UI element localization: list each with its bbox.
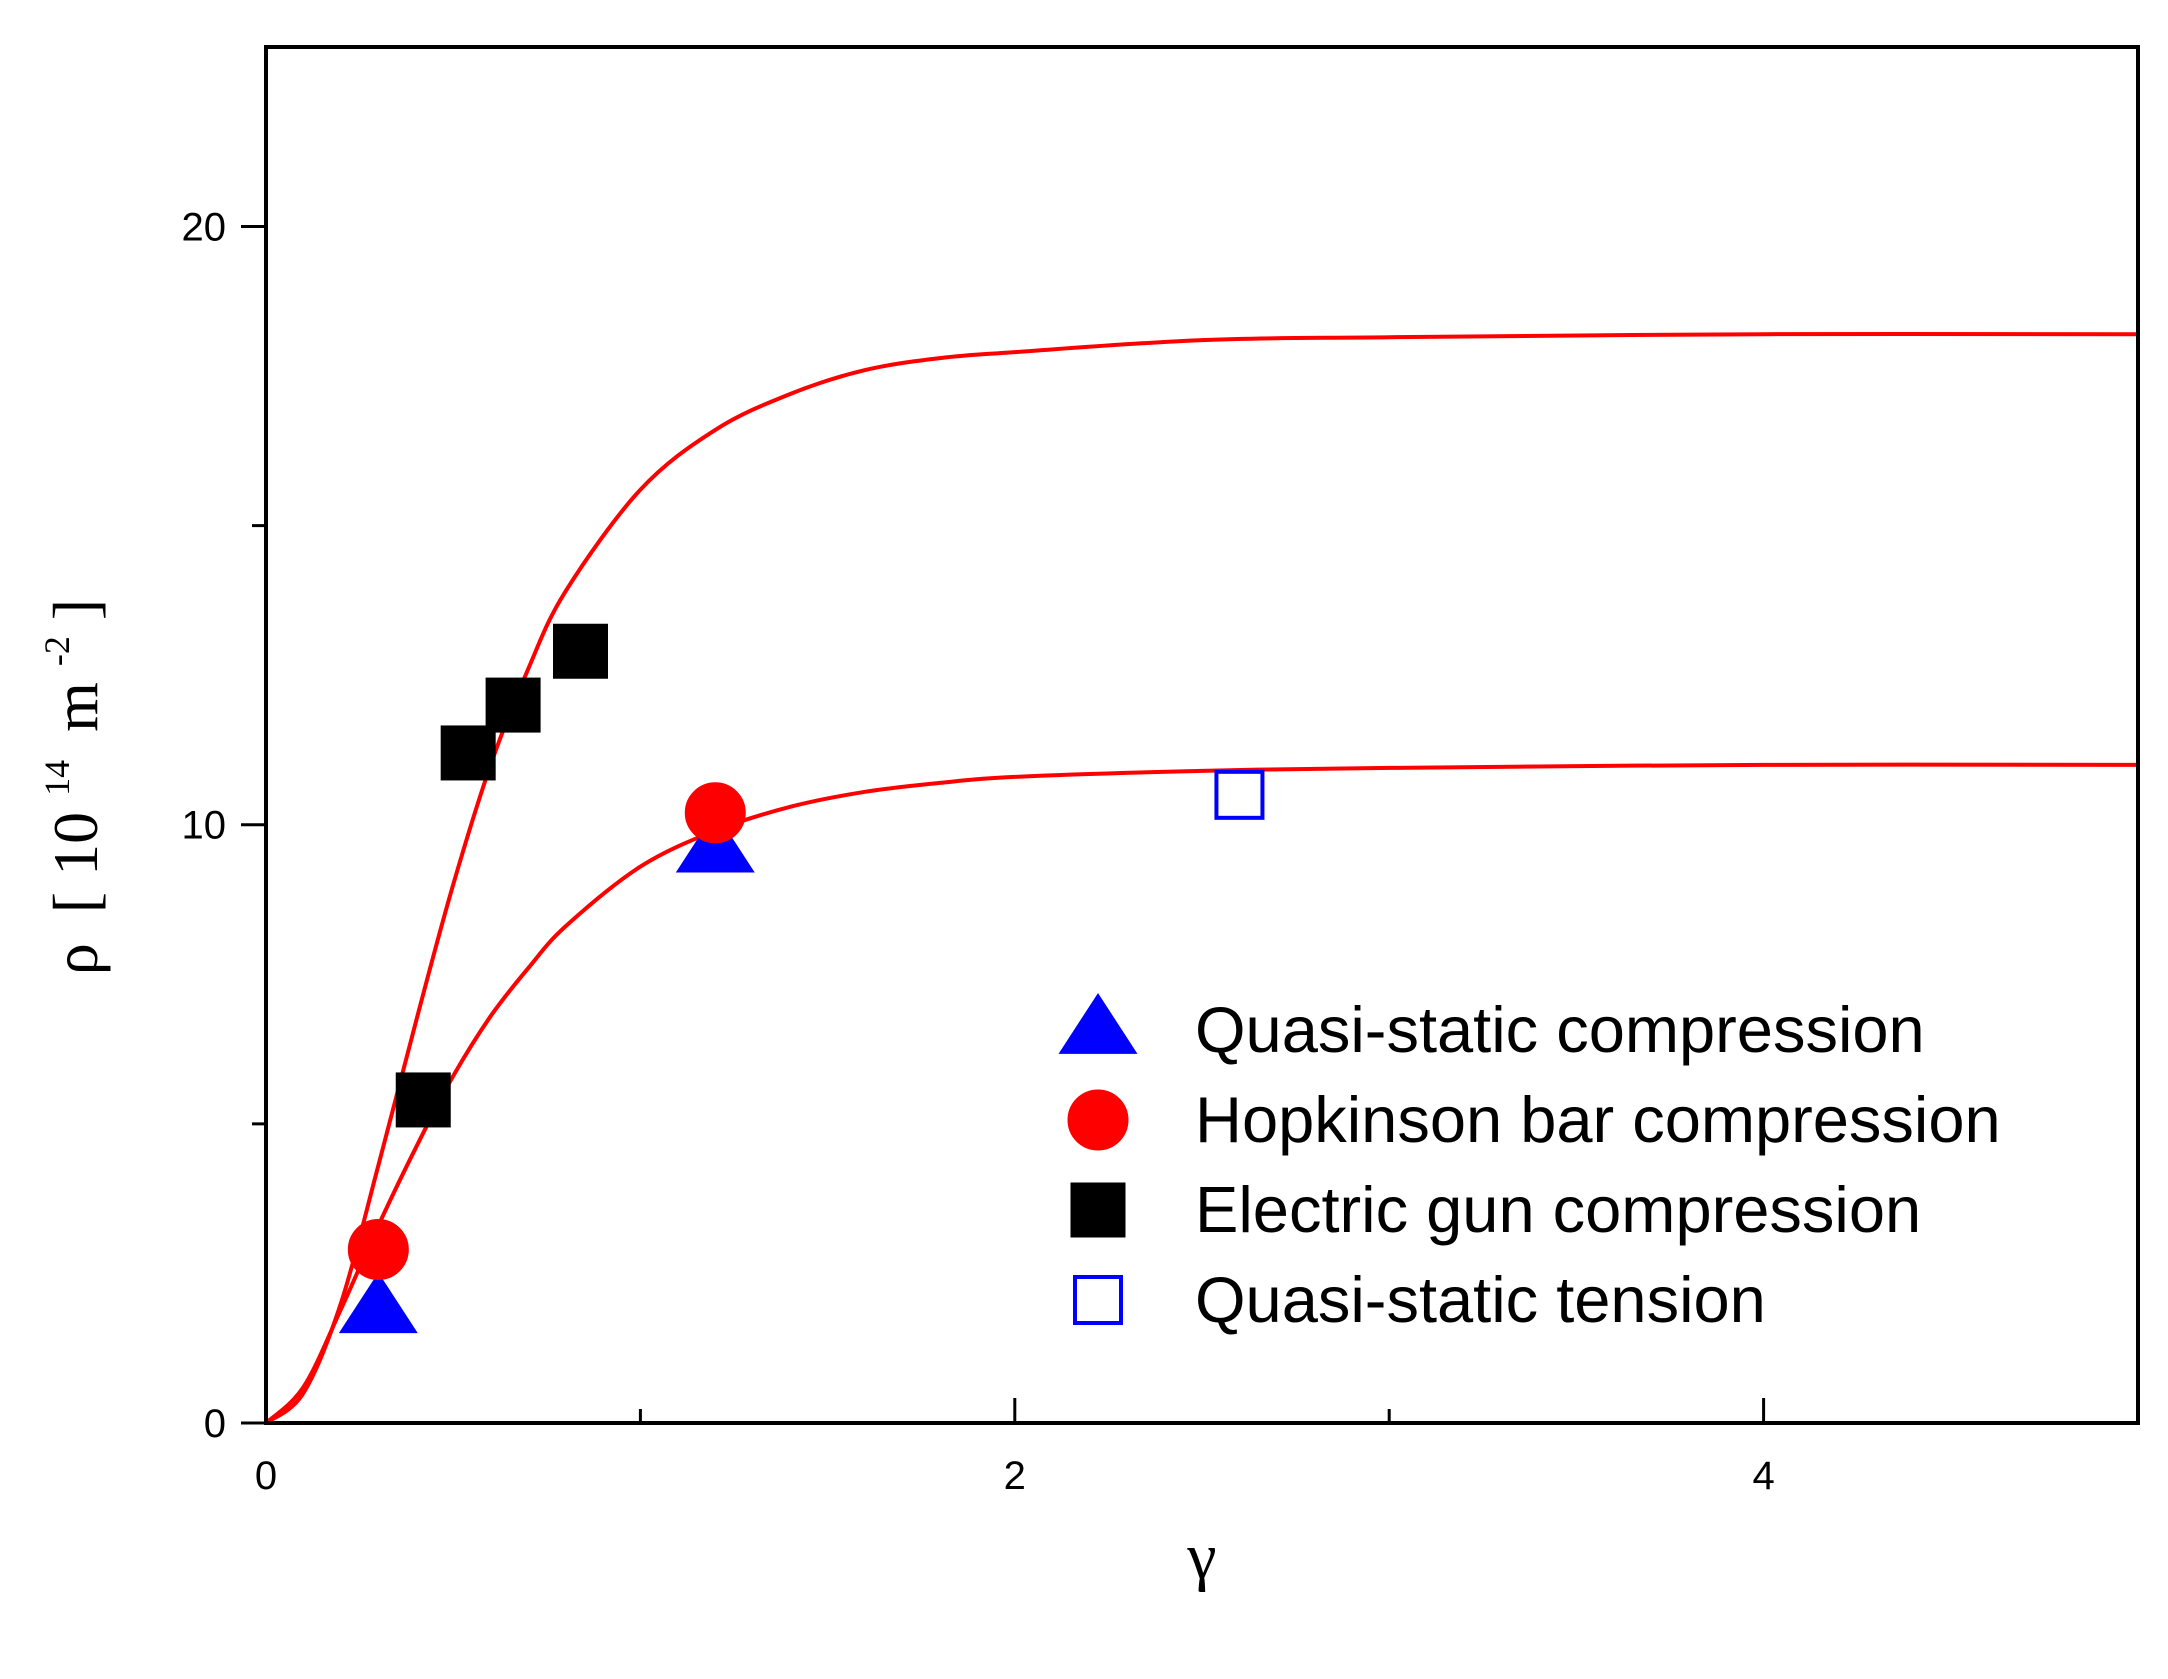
y-axis-open-bracket: [: [40, 892, 111, 913]
x-axis-title: γ: [1186, 1520, 1216, 1593]
y-axis-unit: m: [40, 682, 111, 732]
legend: Quasi-static compression Hopkinson bar co…: [1058, 993, 2001, 1336]
y-axis-title: ρ [ 10 14 m -2 ]: [12, 599, 111, 975]
legend-item: Hopkinson bar compression: [1067, 1083, 2001, 1156]
y-tick-label: 0: [204, 1402, 226, 1446]
data-point-series2-1: [347, 1219, 409, 1281]
data-point-series3-3: [485, 677, 541, 733]
fit-curve-1: [264, 331, 2139, 1425]
data-point-series4-1: [1214, 769, 1265, 820]
data-markers: [338, 623, 1265, 1334]
y-tick-label: 20: [182, 205, 227, 249]
y-axis-base: 10: [40, 812, 111, 876]
data-point-series3-1: [395, 1072, 451, 1128]
y-tick-label: 10: [182, 804, 227, 848]
y-axis-symbol: ρ: [40, 943, 111, 975]
y-axis-exponent: 14: [37, 760, 77, 796]
fit-curves: [264, 331, 2139, 1425]
legend-marker: [1073, 1275, 1123, 1325]
data-point-series3-2: [440, 725, 496, 781]
legend-item: Quasi-static tension: [1073, 1263, 1766, 1336]
data-point-series3-4: [552, 623, 608, 679]
legend-label: Quasi-static compression: [1195, 993, 1925, 1066]
axes: 0 2 4 0 10 20: [182, 205, 1775, 1498]
data-point-series2-2: [684, 782, 746, 844]
legend-item: Electric gun compression: [1070, 1173, 1921, 1246]
legend-item: Quasi-static compression: [1058, 993, 1925, 1066]
legend-marker: [1070, 1182, 1126, 1238]
legend-marker: [1058, 993, 1138, 1054]
legend-label: Quasi-static tension: [1195, 1263, 1766, 1336]
svg-text:ρ [ 10 14: ρ [ 10 14 m -2 ]: [12, 599, 111, 975]
y-axis-close-bracket: ]: [40, 599, 111, 620]
data-point-series1-1: [338, 1272, 418, 1334]
x-tick-label: 4: [1752, 1454, 1774, 1498]
legend-label: Electric gun compression: [1195, 1173, 1921, 1246]
x-tick-label: 0: [255, 1454, 277, 1498]
legend-label: Hopkinson bar compression: [1195, 1083, 2001, 1156]
plot-frame: [264, 45, 2140, 1425]
legend-marker: [1067, 1089, 1129, 1151]
y-axis-unit-exponent: -2: [37, 636, 77, 666]
x-tick-label: 2: [1004, 1454, 1026, 1498]
